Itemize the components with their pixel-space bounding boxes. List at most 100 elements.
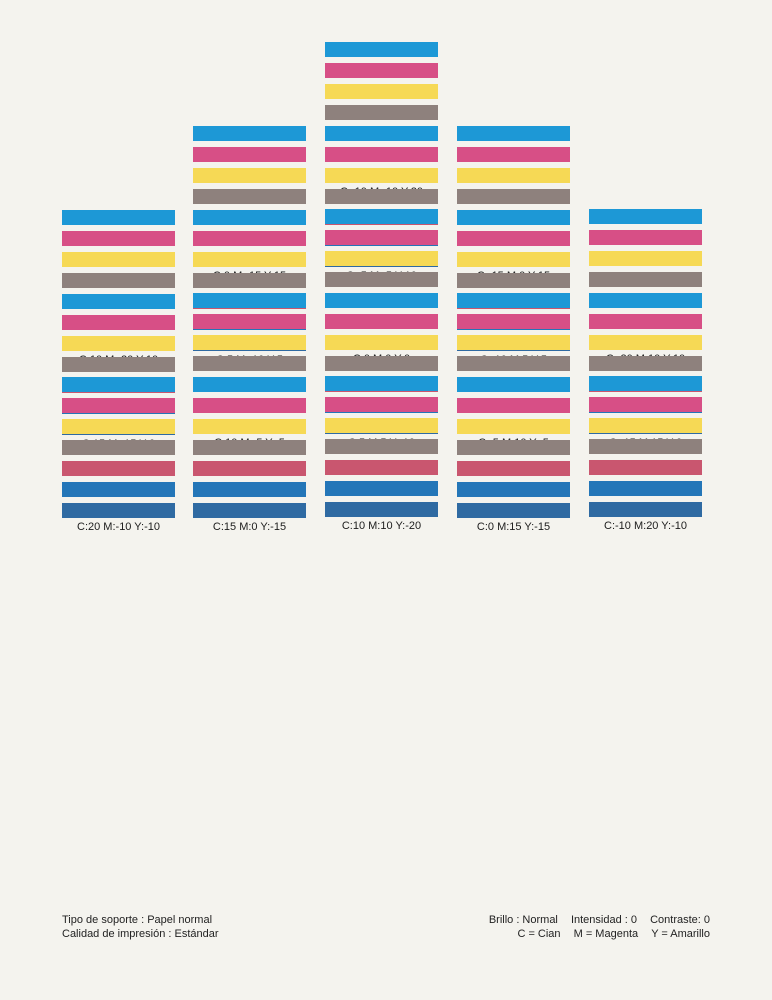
contrast-label: Contraste: 0 [650, 914, 710, 926]
color-stripe [589, 460, 702, 475]
color-stripe [325, 502, 438, 517]
color-stripe [589, 481, 702, 496]
legend-cyan: C = Cian [517, 928, 561, 940]
color-stripe [457, 397, 570, 413]
color-stripe [589, 397, 702, 412]
color-stripe [62, 461, 175, 476]
patch-label: C:15 M:0 Y:-15 [212, 520, 287, 533]
color-stripe [193, 397, 306, 413]
color-stripe [325, 63, 438, 78]
color-stripe [457, 418, 570, 434]
color-stripe [325, 230, 438, 245]
color-stripe [589, 292, 702, 308]
media-type-label: Tipo de soporte : Papel normal [62, 914, 213, 926]
color-stripe [193, 335, 306, 350]
color-stripe [325, 146, 438, 162]
color-stripe [589, 376, 702, 391]
color-stripe [325, 397, 438, 412]
color-stripe [325, 42, 438, 57]
color-stripe [325, 376, 438, 391]
color-stripe [457, 460, 570, 476]
color-stripe [589, 502, 702, 517]
color-stripe [193, 147, 306, 162]
color-stripe [325, 84, 438, 99]
color-stripe [193, 251, 306, 267]
color-stripe [457, 356, 570, 371]
color-stripe [589, 272, 702, 287]
color-stripe [457, 251, 570, 267]
color-stripe [62, 314, 175, 330]
color-stripe [325, 167, 438, 183]
adjustment-settings: Brillo : Normal Intensidad : 0 Contraste… [489, 913, 710, 941]
color-stripe [325, 481, 438, 496]
color-stripe [457, 126, 570, 141]
legend-yellow: Y = Amarillo [651, 928, 710, 940]
color-stripe [457, 314, 570, 329]
brightness-label: Brillo : Normal [488, 914, 558, 926]
color-stripe [193, 481, 306, 497]
color-stripe [457, 439, 570, 455]
print-quality-label: Calidad de impresión : Estándar [62, 928, 219, 940]
color-stripe [62, 419, 175, 434]
color-stripe [193, 293, 306, 308]
legend-magenta: M = Magenta [573, 928, 639, 940]
color-stripe [325, 460, 438, 475]
color-stripe [457, 293, 570, 308]
color-stripe [62, 293, 175, 309]
color-stripe [457, 272, 570, 288]
color-stripe [457, 376, 570, 392]
color-stripe [193, 126, 306, 141]
color-stripe [62, 377, 175, 392]
color-stripe [62, 273, 175, 288]
color-stripe [457, 481, 570, 497]
color-stripe [62, 356, 175, 372]
color-stripe [457, 502, 570, 518]
color-stripe [325, 105, 438, 120]
color-stripe [62, 231, 175, 246]
color-stripe [589, 313, 702, 329]
color-stripe [589, 209, 702, 224]
color-stripe [62, 335, 175, 351]
color-stripe [589, 418, 702, 433]
color-stripe [457, 209, 570, 225]
color-stripe [193, 272, 306, 288]
color-stripe [457, 189, 570, 204]
patch-label: C:20 M:-10 Y:-10 [77, 521, 160, 533]
color-stripe [193, 230, 306, 246]
patch-label: C:-10 M:20 Y:-10 [604, 520, 687, 532]
color-stripe [325, 292, 438, 308]
color-stripe [193, 418, 306, 434]
color-stripe [589, 230, 702, 245]
color-stripe [325, 355, 438, 371]
color-stripe [193, 460, 306, 476]
color-stripe [325, 272, 438, 287]
color-stripe [193, 168, 306, 183]
color-stripe [325, 439, 438, 454]
color-stripe [62, 210, 175, 225]
color-stripe [62, 440, 175, 455]
color-stripe [325, 125, 438, 141]
color-stripe [193, 356, 306, 371]
color-stripe [193, 209, 306, 225]
color-stripe [325, 334, 438, 350]
color-stripe [325, 418, 438, 433]
color-stripe [193, 376, 306, 392]
color-stripe [62, 398, 175, 413]
color-stripe [325, 313, 438, 329]
color-stripe [457, 335, 570, 350]
color-stripe [325, 209, 438, 224]
color-stripe [589, 251, 702, 266]
color-stripe [325, 251, 438, 266]
color-stripe [589, 439, 702, 454]
color-stripe [457, 230, 570, 246]
color-stripe [589, 334, 702, 350]
patch-label: C:10 M:10 Y:-20 [341, 520, 422, 532]
color-stripe [62, 482, 175, 497]
color-stripe [193, 502, 306, 518]
color-stripe [589, 355, 702, 371]
color-stripe [457, 147, 570, 162]
intensity-label: Intensidad : 0 [570, 914, 638, 926]
color-stripe [62, 503, 175, 518]
color-stripe [457, 168, 570, 183]
